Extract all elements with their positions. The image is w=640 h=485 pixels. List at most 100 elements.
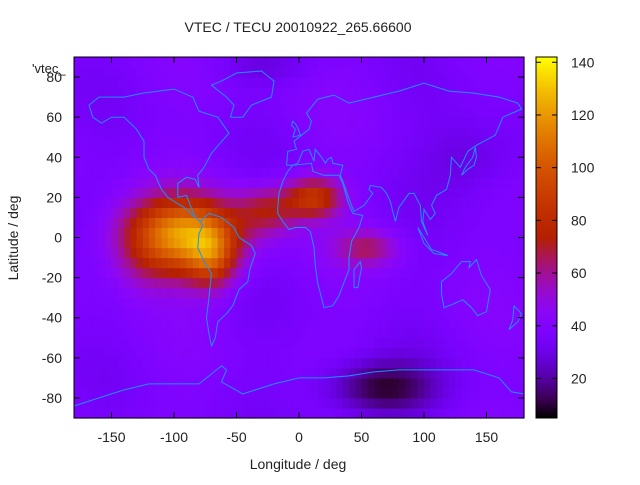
heatmap-cell (230, 147, 238, 158)
heatmap-cell (449, 217, 456, 229)
heatmap-cell (267, 377, 275, 389)
heatmap-cell (274, 107, 281, 118)
heatmap-cell (361, 377, 369, 389)
heatmap-cell (211, 197, 219, 209)
heatmap-cell (349, 117, 356, 128)
heatmap-cell (386, 357, 394, 369)
heatmap-cell (499, 377, 506, 389)
heatmap-cell (374, 337, 381, 349)
x-tick-label: 100 (412, 429, 436, 445)
heatmap-cell (480, 357, 488, 369)
heatmap-cell (192, 107, 200, 118)
heatmap-cell (236, 297, 244, 309)
heatmap-cell (199, 207, 206, 219)
heatmap-cell (499, 327, 506, 339)
heatmap-cell (317, 147, 325, 158)
heatmap-cell (217, 407, 225, 419)
heatmap-cell (336, 227, 344, 239)
heatmap-cell (286, 397, 294, 409)
heatmap-cell (505, 147, 513, 158)
heatmap-cell (149, 287, 156, 299)
heatmap-cell (442, 197, 450, 209)
heatmap-cell (449, 397, 456, 409)
heatmap-cell (261, 217, 269, 229)
heatmap-cell (142, 207, 150, 219)
heatmap-cell (480, 157, 488, 168)
heatmap-cell (205, 167, 213, 178)
heatmap-cell (74, 377, 81, 389)
x-tick-label: 150 (475, 429, 499, 445)
heatmap-cell (461, 217, 469, 229)
heatmap-cell (267, 107, 275, 118)
heatmap-cell (342, 307, 350, 319)
heatmap-cell (330, 147, 338, 158)
heatmap-cell (361, 347, 369, 359)
heatmap-cell (205, 237, 213, 249)
heatmap-cell (467, 277, 475, 289)
heatmap-cell (461, 307, 469, 319)
heatmap-cell (261, 327, 269, 339)
heatmap-cell (380, 257, 388, 269)
heatmap-cell (436, 137, 444, 148)
heatmap-cell (80, 387, 88, 399)
heatmap-cell (505, 267, 513, 279)
heatmap-cell (242, 347, 250, 359)
heatmap-cell (180, 127, 188, 138)
heatmap-cell (430, 317, 438, 329)
heatmap-cell (155, 317, 163, 329)
heatmap-cell (511, 167, 519, 178)
colorbar-tick-label: 40 (571, 318, 587, 334)
heatmap-cell (330, 357, 338, 369)
heatmap-cell (499, 167, 506, 178)
heatmap-cell (499, 297, 506, 309)
heatmap-cell (442, 367, 450, 379)
heatmap-cell (261, 317, 269, 329)
heatmap-cell (467, 207, 475, 219)
heatmap-cell (86, 107, 94, 118)
heatmap-cell (274, 177, 281, 188)
heatmap-cell (192, 177, 200, 188)
heatmap-cell (392, 97, 400, 108)
heatmap-cell (511, 57, 519, 68)
heatmap-cell (292, 277, 300, 289)
heatmap-cell (330, 197, 338, 209)
heatmap-cell (380, 317, 388, 329)
heatmap-cell (249, 297, 256, 309)
heatmap-cell (99, 387, 106, 399)
heatmap-cell (486, 57, 494, 68)
heatmap-cell (392, 197, 400, 209)
heatmap-cell (455, 77, 463, 88)
heatmap-cell (155, 147, 163, 158)
heatmap-cell (324, 307, 331, 319)
heatmap-cell (205, 277, 213, 289)
heatmap-cell (74, 127, 81, 138)
heatmap-cell (405, 127, 413, 138)
heatmap-cell (167, 87, 175, 98)
heatmap-cell (211, 177, 219, 188)
heatmap-cell (442, 207, 450, 219)
heatmap-cell (424, 157, 431, 168)
heatmap-cell (211, 77, 219, 88)
heatmap-cell (205, 407, 213, 419)
heatmap-cell (380, 227, 388, 239)
heatmap-cell (424, 137, 431, 148)
heatmap-cell (142, 97, 150, 108)
heatmap-cell (142, 277, 150, 289)
y-tick-label: 80 (46, 69, 62, 85)
heatmap-cell (255, 127, 263, 138)
heatmap-cell (342, 77, 350, 88)
heatmap-cell (255, 347, 263, 359)
heatmap-cell (74, 337, 81, 349)
heatmap-cell (80, 377, 88, 389)
heatmap-cell (80, 287, 88, 299)
heatmap-cell (361, 407, 369, 419)
heatmap-cell (349, 407, 356, 419)
heatmap-cell (392, 377, 400, 389)
heatmap-cell (174, 337, 181, 349)
heatmap-cell (405, 247, 413, 259)
heatmap-cell (167, 177, 175, 188)
heatmap-cell (305, 197, 313, 209)
heatmap-cell (161, 107, 169, 118)
heatmap-cell (486, 377, 494, 389)
heatmap-cell (299, 197, 306, 209)
